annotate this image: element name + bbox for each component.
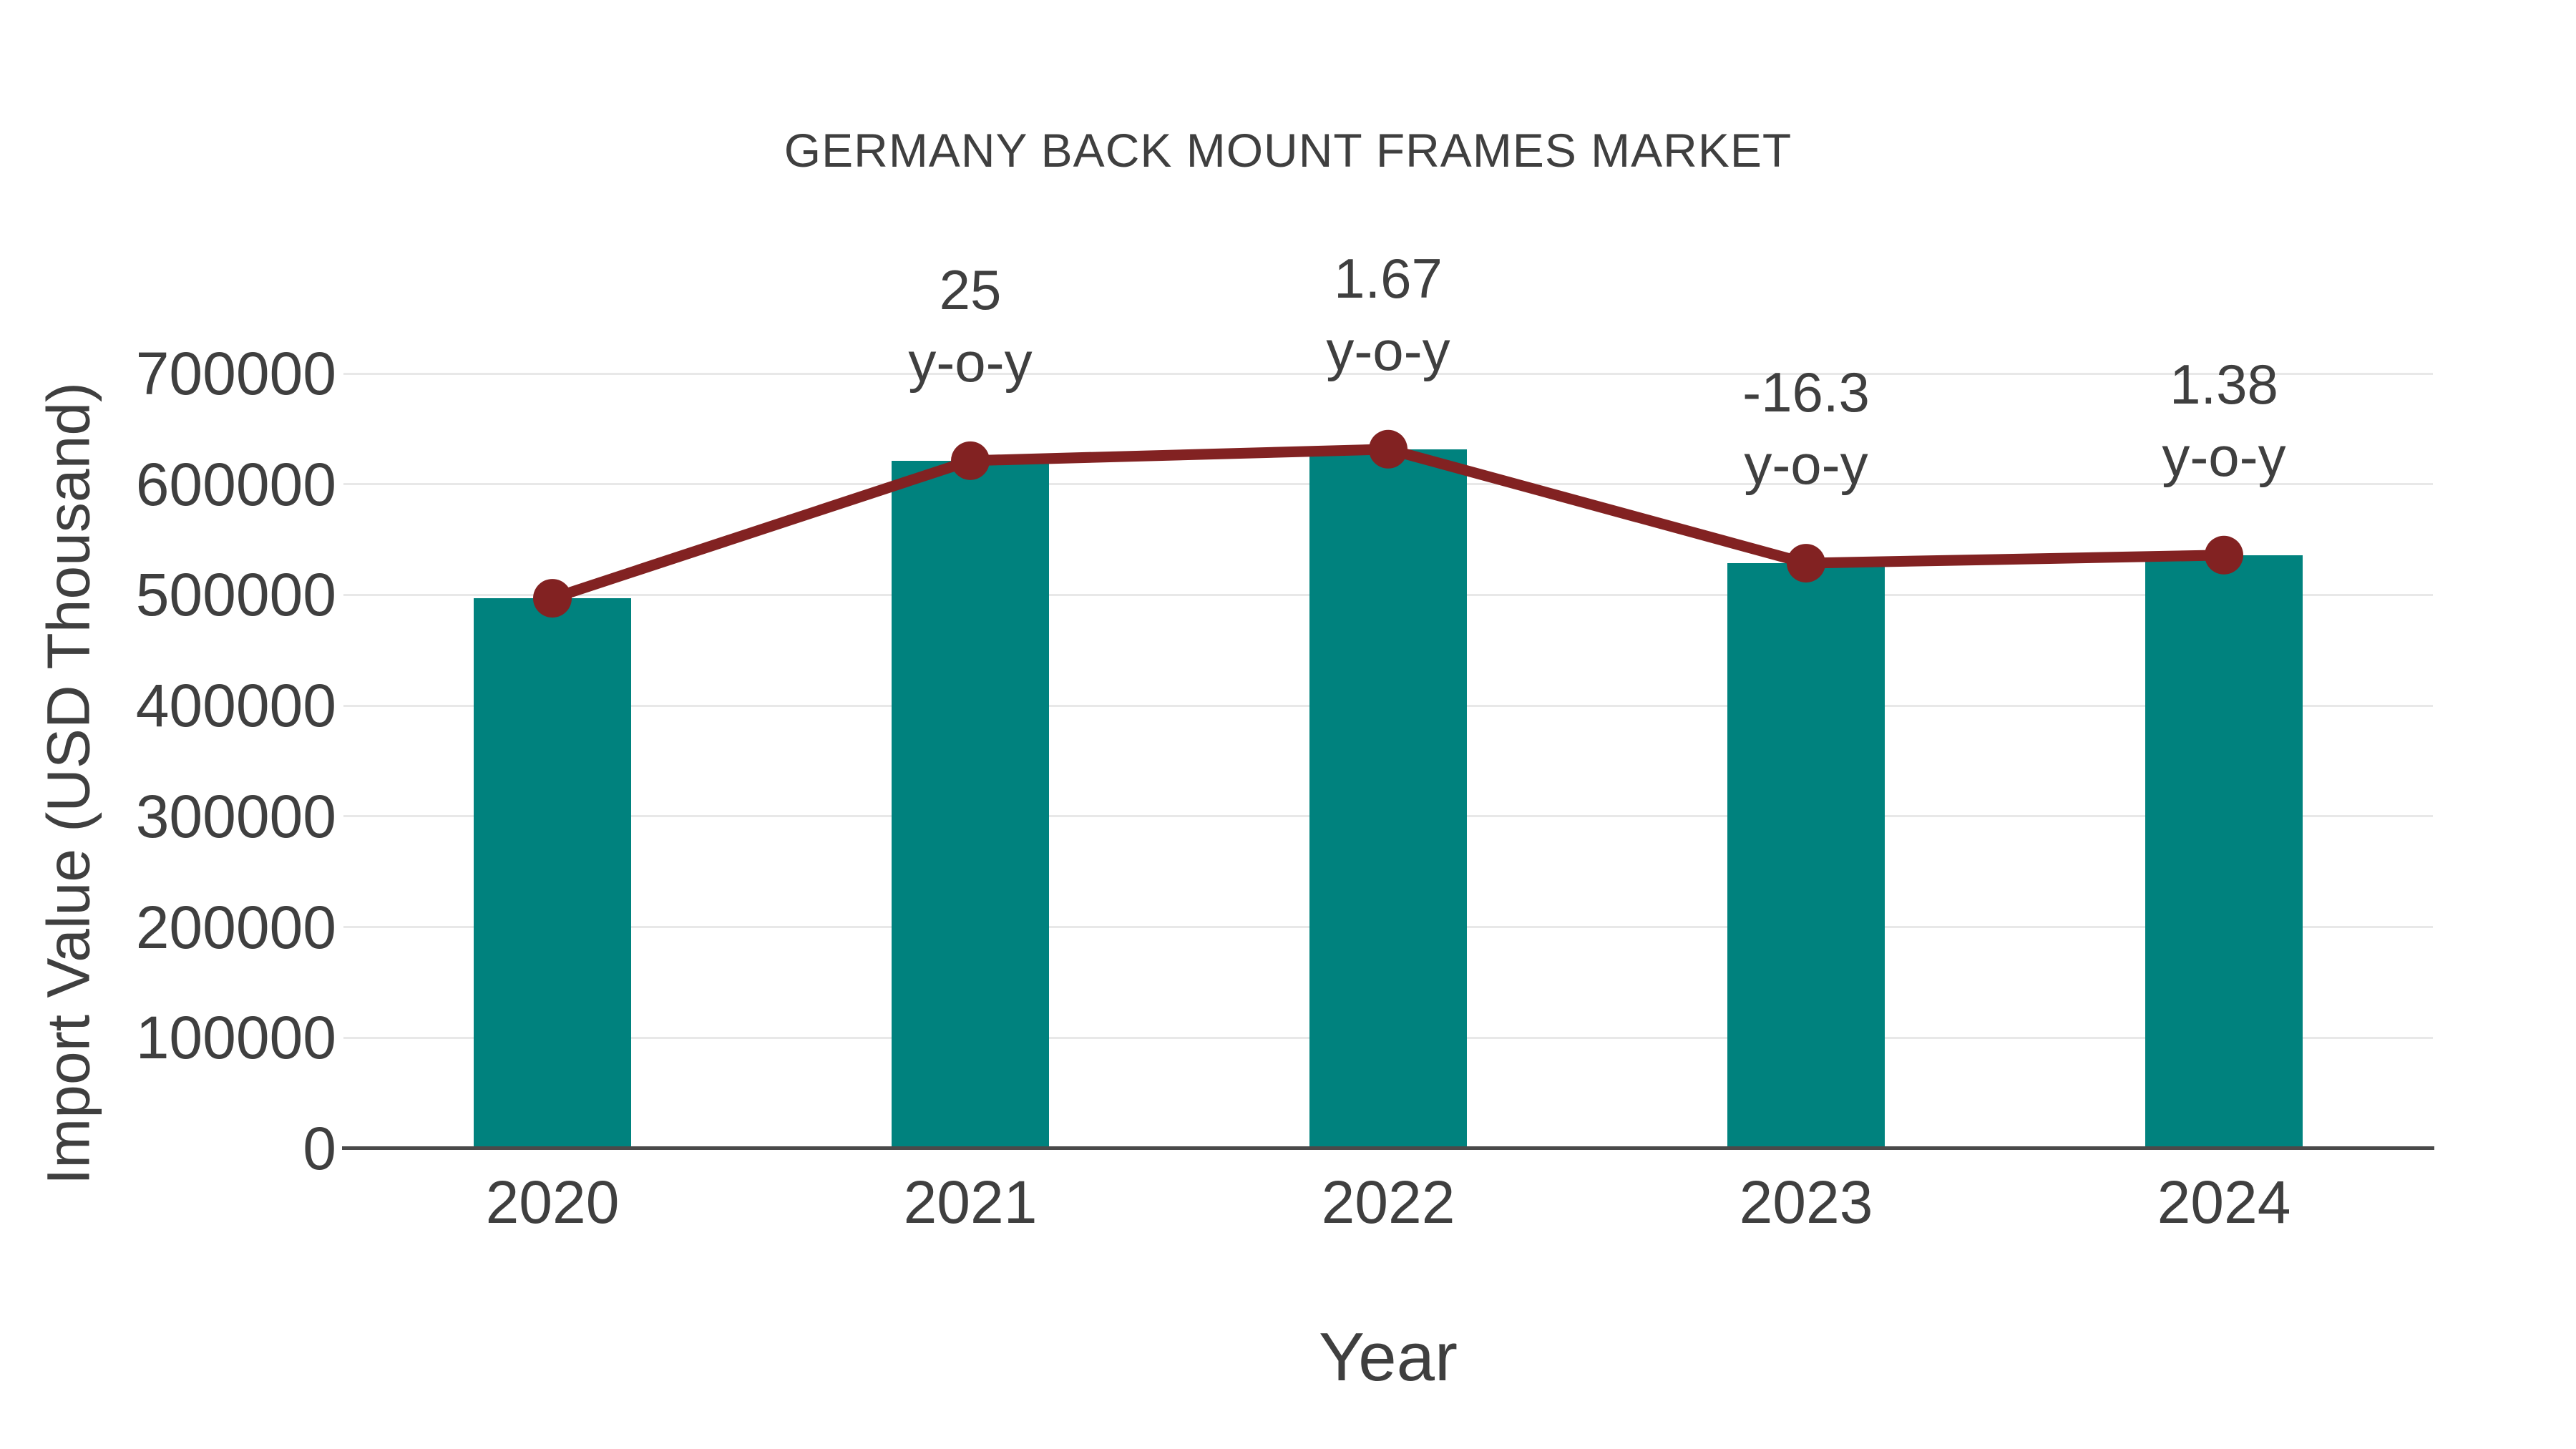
x-tick-label: 2020: [485, 1169, 620, 1236]
gridline: [343, 372, 2433, 375]
x-axis-line: [342, 1146, 2434, 1150]
bar-2020: [474, 598, 631, 1146]
bar-2024: [2145, 555, 2303, 1146]
y-tick-label: 500000: [135, 561, 336, 629]
yoy-annotation-line: y-o-y: [1326, 318, 1450, 382]
bar-2021: [892, 460, 1049, 1146]
x-axis-title: Year: [1319, 1319, 1458, 1395]
yoy-annotation-line: 25: [939, 258, 1002, 321]
x-tick-label: 2023: [1739, 1169, 1873, 1236]
y-tick-label: 600000: [135, 450, 336, 518]
yoy-annotation-2021: 25 y-o-y: [741, 254, 1199, 399]
x-tick-label: 2022: [1321, 1169, 1455, 1236]
yoy-annotation-line: y-o-y: [908, 330, 1033, 394]
bar-2022: [1309, 449, 1467, 1146]
x-tick-label: 2021: [903, 1169, 1038, 1236]
yoy-annotation-2024: 1.38 y-o-y: [1995, 348, 2453, 493]
y-tick-label: 0: [303, 1115, 336, 1182]
chart-title: GERMANY BACK MOUNT FRAMES MARKET: [784, 124, 1792, 177]
y-tick-label: 300000: [135, 782, 336, 850]
yoy-annotation-line: y-o-y: [1744, 433, 1868, 497]
yoy-annotation-line: 1.38: [2170, 352, 2278, 416]
yoy-annotation-2023: -16.3 y-o-y: [1577, 356, 2035, 501]
y-tick-label: 200000: [135, 893, 336, 961]
yoy-annotation-line: 1.67: [1334, 246, 1443, 310]
x-tick-label: 2024: [2157, 1169, 2291, 1236]
y-tick-label: 100000: [135, 1004, 336, 1072]
y-tick-label: 700000: [135, 340, 336, 407]
bar-2023: [1727, 563, 1885, 1146]
yoy-annotation-line: y-o-y: [2162, 424, 2286, 488]
y-tick-label: 400000: [135, 672, 336, 740]
yoy-annotation-2022: 1.67 y-o-y: [1159, 243, 1617, 387]
yoy-annotation-line: -16.3: [1742, 361, 1870, 424]
